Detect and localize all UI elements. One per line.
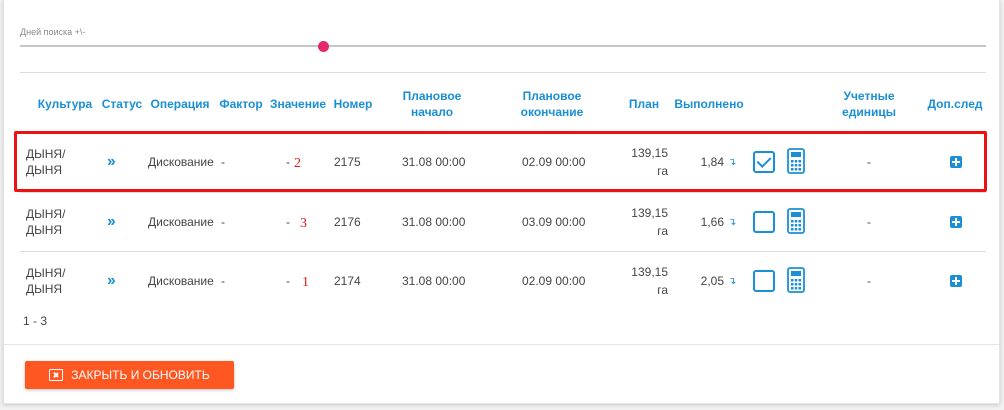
plus-icon[interactable] bbox=[950, 275, 962, 287]
cell-done: 2,05 bbox=[700, 274, 724, 288]
annotation-number: 3 bbox=[300, 216, 307, 231]
close-box-icon bbox=[49, 369, 64, 381]
column-header-plan-start[interactable]: Плановое начало bbox=[402, 89, 462, 119]
cell-done: 1,84 bbox=[700, 155, 724, 169]
column-header-number[interactable]: Номер bbox=[333, 97, 373, 111]
cell-plan: 139,15 га bbox=[620, 251, 668, 311]
selected-row-highlight bbox=[14, 131, 987, 192]
cell-plan-start: 31.08 00:00 bbox=[402, 274, 466, 288]
cell-value: - bbox=[286, 274, 290, 288]
calculator-icon[interactable] bbox=[787, 267, 805, 293]
cell-value: - bbox=[286, 215, 290, 229]
cell-plan-end: 03.09 00:00 bbox=[522, 215, 586, 229]
column-header-operation[interactable]: Операция bbox=[150, 97, 210, 111]
table-row[interactable]: ДЫНЯ/ ДЫНЯ ›› Дискование - - 1 2174 31.0… bbox=[20, 251, 986, 311]
cell-units: - bbox=[867, 215, 871, 229]
cell-plan-start: 31.08 00:00 bbox=[402, 155, 466, 169]
cell-factor: - bbox=[221, 155, 225, 169]
table-row[interactable]: ДЫНЯ/ ДЫНЯ ›› Дискование - - 2 2175 31.0… bbox=[20, 132, 986, 192]
corner-down-arrow-icon: ↴ bbox=[728, 216, 737, 228]
row-divider bbox=[20, 192, 986, 193]
cell-number: 2174 bbox=[334, 274, 361, 288]
close-and-refresh-button[interactable]: ЗАКРЫТЬ И ОБНОВИТЬ bbox=[25, 361, 234, 389]
chevron-double-right-icon[interactable]: ›› bbox=[107, 153, 116, 170]
cell-crop: ДЫНЯ/ ДЫНЯ bbox=[26, 207, 66, 237]
plan-value: 139,15 bbox=[631, 265, 668, 279]
column-header-units[interactable]: Учетные единицы bbox=[842, 89, 896, 119]
calculator-icon[interactable] bbox=[787, 148, 805, 174]
plan-unit: га bbox=[657, 283, 668, 297]
cell-plan: 139,15 га bbox=[620, 132, 668, 192]
chevron-double-right-icon[interactable]: ›› bbox=[107, 272, 116, 289]
search-days-label: Дней поиска +\- bbox=[20, 27, 86, 37]
column-header-crop[interactable]: Культура bbox=[37, 97, 93, 111]
plus-icon[interactable] bbox=[950, 216, 962, 228]
plan-unit: га bbox=[657, 164, 668, 178]
cell-number: 2176 bbox=[334, 215, 361, 229]
chevron-double-right-icon[interactable]: ›› bbox=[107, 213, 116, 230]
cell-operation: Дискование bbox=[148, 274, 214, 288]
column-header-done[interactable]: Выполнено bbox=[674, 97, 744, 111]
search-days-slider-track[interactable] bbox=[20, 45, 986, 47]
corner-down-arrow-icon: ↴ bbox=[728, 275, 737, 287]
cell-crop: ДЫНЯ/ ДЫНЯ bbox=[26, 147, 66, 177]
cell-plan-end: 02.09 00:00 bbox=[522, 274, 586, 288]
corner-down-arrow-icon: ↴ bbox=[728, 156, 737, 168]
cell-units: - bbox=[867, 155, 871, 169]
cell-factor: - bbox=[221, 215, 225, 229]
footer-divider bbox=[4, 344, 1001, 345]
operations-card: Дней поиска +\- Культура Статус Операция… bbox=[3, 0, 1001, 404]
column-header-factor[interactable]: Фактор bbox=[219, 97, 263, 111]
cell-plan-end: 02.09 00:00 bbox=[522, 155, 586, 169]
header-divider bbox=[20, 72, 986, 73]
plan-unit: га bbox=[657, 224, 668, 238]
done-checkbox[interactable] bbox=[753, 211, 775, 233]
cell-number: 2175 bbox=[334, 155, 361, 169]
column-header-plan[interactable]: План bbox=[628, 97, 660, 111]
search-days-slider-thumb[interactable] bbox=[317, 41, 329, 52]
calculator-icon[interactable] bbox=[787, 208, 805, 234]
pagination-range: 1 - 3 bbox=[23, 314, 48, 328]
cell-units: - bbox=[867, 274, 871, 288]
done-checkbox[interactable] bbox=[753, 270, 775, 292]
plan-value: 139,15 bbox=[631, 146, 668, 160]
cell-plan: 139,15 га bbox=[620, 192, 668, 252]
cell-crop: ДЫНЯ/ ДЫНЯ bbox=[26, 266, 66, 296]
annotation-number: 2 bbox=[294, 156, 301, 171]
plan-value: 139,15 bbox=[631, 206, 668, 220]
plus-icon[interactable] bbox=[950, 156, 962, 168]
close-and-refresh-label: ЗАКРЫТЬ И ОБНОВИТЬ bbox=[71, 368, 210, 382]
cell-operation: Дискование bbox=[148, 155, 214, 169]
cell-value: - bbox=[286, 155, 290, 169]
cell-plan-start: 31.08 00:00 bbox=[402, 215, 466, 229]
column-header-status[interactable]: Статус bbox=[101, 97, 143, 111]
annotation-number: 1 bbox=[302, 275, 309, 290]
cell-done: 1,66 bbox=[700, 215, 724, 229]
column-header-extra[interactable]: Доп.след bbox=[927, 97, 983, 111]
column-header-plan-end[interactable]: Плановое окончание bbox=[520, 89, 584, 119]
column-header-value[interactable]: Значение bbox=[269, 97, 327, 111]
row-divider bbox=[20, 251, 986, 252]
done-checkbox[interactable] bbox=[753, 151, 775, 173]
cell-factor: - bbox=[221, 274, 225, 288]
cell-operation: Дискование bbox=[148, 215, 214, 229]
table-row[interactable]: ДЫНЯ/ ДЫНЯ ›› Дискование - - 3 2176 31.0… bbox=[20, 192, 986, 252]
